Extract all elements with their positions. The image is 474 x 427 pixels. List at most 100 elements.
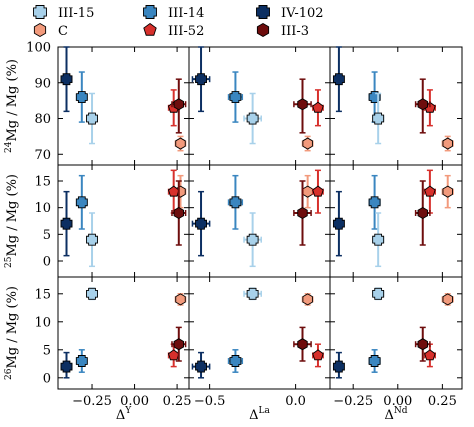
panel-r0-c1 [188, 46, 331, 166]
x-axis-labels: ΔY ΔLa ΔNd [116, 406, 408, 423]
y-axis-label: 25Mg / Mg (%) [4, 174, 20, 268]
y-tick-label: 80 [34, 112, 51, 127]
panel-frame [57, 164, 190, 278]
y-tick-label: 70 [34, 148, 51, 163]
point-C [441, 135, 454, 152]
legend-marker [256, 22, 270, 38]
data-marker [229, 91, 242, 104]
data-marker [75, 196, 88, 209]
point-C [441, 174, 454, 209]
point-III-15 [372, 287, 385, 301]
x-axis-label-superscript: Nd [394, 406, 408, 416]
data-marker [173, 338, 185, 351]
data-marker [60, 360, 73, 373]
panel-r2-c0: 0 5 10 15 −0.25 0.00 0.25 [34, 276, 192, 409]
data-marker [417, 206, 428, 220]
point-C [301, 135, 314, 152]
data-marker [372, 112, 385, 125]
data-marker [195, 217, 207, 230]
data-marker [442, 137, 453, 150]
y-axis-label: 24Mg / Mg (%) [4, 59, 20, 153]
point-III-15 [86, 287, 98, 301]
point-C [301, 293, 314, 306]
point-IV-102 [332, 190, 345, 257]
point-III-14 [227, 349, 244, 373]
point-C [301, 174, 314, 209]
legend-entry: III-52 [143, 22, 204, 39]
x-axis-label: ΔLa [249, 406, 270, 423]
data-marker [229, 355, 242, 367]
point-IV-102 [332, 351, 345, 379]
panel-r1-c1 [188, 164, 331, 278]
data-marker [297, 98, 308, 111]
point-III-3 [293, 326, 312, 362]
data-marker [372, 287, 385, 300]
data-marker [175, 293, 186, 306]
data-marker [246, 233, 259, 246]
point-III-3 [414, 326, 431, 362]
y-tick-label: 5 [43, 228, 51, 243]
data-marker [195, 360, 207, 373]
y-tick-label: 10 [34, 315, 51, 330]
point-III-15 [243, 287, 262, 301]
data-marker [86, 287, 98, 300]
data-marker [424, 349, 436, 361]
x-tick-label: −0.25 [333, 394, 373, 409]
panel-frame [329, 46, 463, 166]
legend-marker [33, 22, 47, 38]
x-tick-label: −0.5 [194, 394, 226, 409]
y-tick-label: 15 [34, 175, 51, 190]
point-III-52 [312, 343, 324, 368]
point-IV-102 [60, 190, 73, 257]
y-axis-label-text: Mg / Mg (%) [5, 286, 20, 369]
point-III-15 [243, 92, 262, 145]
point-III-15 [243, 212, 262, 268]
point-C [174, 293, 187, 306]
data-marker [417, 98, 428, 111]
data-marker [368, 355, 381, 367]
panel-r0-c2 [329, 46, 463, 166]
data-marker [195, 73, 207, 86]
legend-label: III-3 [281, 24, 309, 39]
panel-frame [57, 276, 190, 390]
panel-r2-c1: −0.5 0.0 [188, 276, 331, 409]
data-marker [167, 349, 180, 361]
point-III-15 [372, 212, 385, 268]
data-marker [442, 293, 453, 306]
y-tick-label: 100 [26, 41, 51, 56]
panel-r0-c0: 70 80 90 100 [26, 41, 190, 166]
data-marker [175, 137, 186, 150]
point-III-52 [312, 89, 324, 127]
data-marker [246, 112, 259, 125]
point-IV-102 [191, 46, 211, 113]
data-marker [60, 73, 73, 86]
point-III-14 [75, 174, 88, 230]
data-marker [442, 185, 453, 198]
point-IV-102 [191, 190, 211, 257]
point-III-52 [312, 169, 324, 214]
y-axis-label-superscript: 25 [4, 256, 14, 268]
data-marker [86, 233, 98, 246]
point-III-14 [368, 349, 381, 373]
y-tick-label: 10 [34, 201, 51, 216]
point-IV-102 [332, 46, 345, 113]
legend-label: C [58, 24, 68, 39]
legend-entry: III-15 [33, 5, 94, 21]
legend-marker [143, 22, 157, 36]
legend-entry: III-3 [256, 22, 309, 39]
panel-r1-c0: 0 5 10 15 [34, 164, 190, 278]
data-marker [229, 196, 242, 209]
data-marker [246, 287, 259, 300]
point-III-15 [86, 212, 98, 268]
x-axis-label-text: Δ [249, 408, 258, 423]
data-marker [332, 360, 345, 373]
y-axis-label-text: Mg / Mg (%) [5, 59, 20, 142]
data-marker [302, 137, 313, 150]
y-tick-label: 0 [43, 371, 51, 386]
point-IV-102 [191, 351, 211, 379]
point-III-3 [293, 78, 312, 134]
data-marker [312, 349, 324, 361]
data-marker [86, 112, 98, 125]
x-tick-label: −0.25 [72, 394, 112, 409]
legend-entry: C [33, 22, 68, 39]
